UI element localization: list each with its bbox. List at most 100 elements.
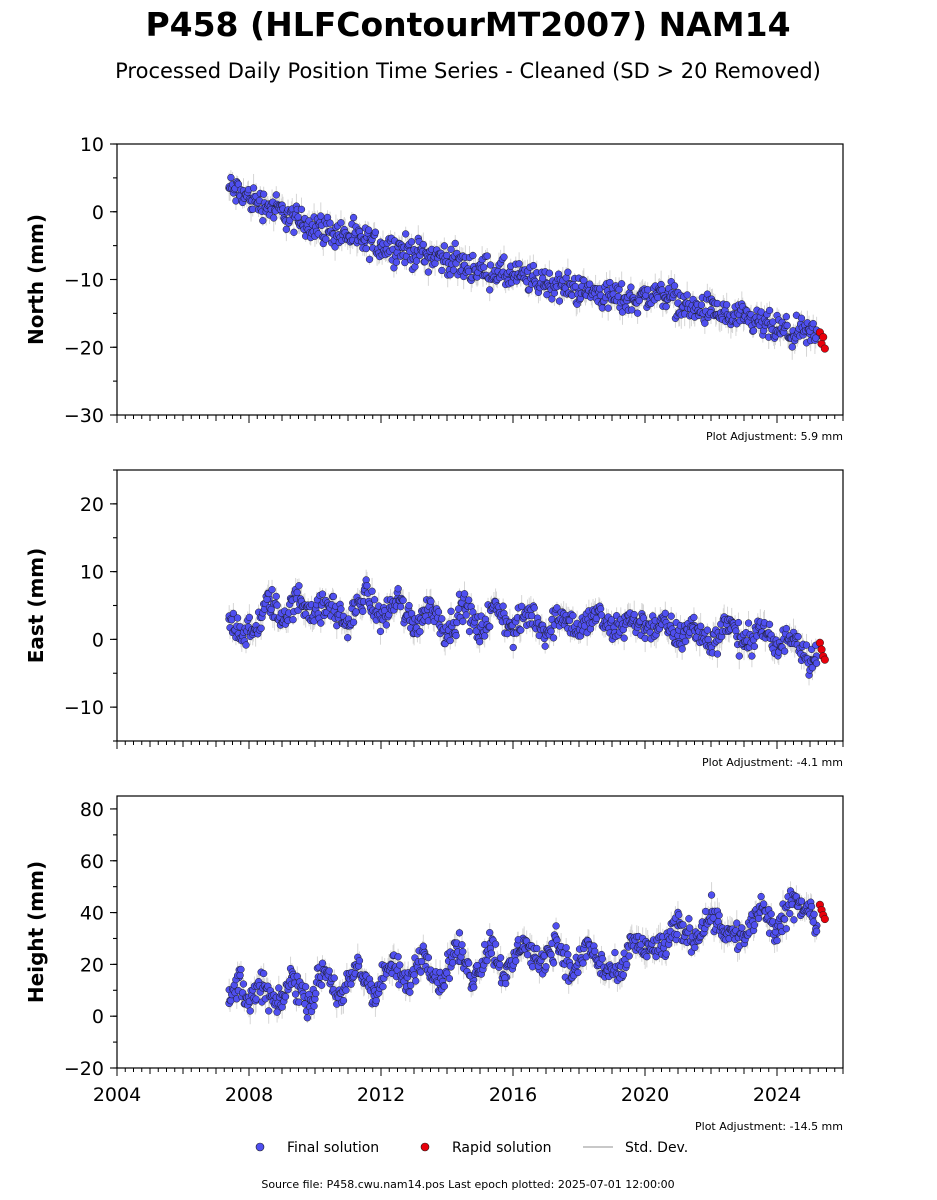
final-point [257, 624, 265, 632]
rapid-point [817, 645, 826, 654]
final-point [318, 959, 327, 967]
final-point [331, 243, 339, 251]
final-point [481, 632, 489, 640]
final-point [735, 652, 743, 660]
final-point [667, 612, 675, 620]
rapid-point [820, 344, 829, 353]
final-point [347, 980, 355, 988]
final-point [619, 971, 627, 979]
final-point [628, 306, 636, 314]
legend: Final solution Rapid solution Std. Dev. [255, 1140, 688, 1156]
final-point [402, 230, 410, 238]
rapid-point [820, 655, 829, 664]
plot-adjustment-north: Plot Adjustment: 5.9 mm [706, 430, 843, 443]
final-point [542, 963, 550, 971]
y-tick-label: −10 [64, 270, 104, 292]
figure-title: P458 (HLFContourMT2007) NAM14 [145, 5, 790, 44]
std-dev-bars-north [228, 170, 818, 360]
x-tick-label: 2016 [489, 1084, 537, 1106]
final-point [679, 921, 687, 929]
y-ticks-north [110, 143, 117, 416]
final-point [446, 636, 454, 645]
y-axis-label-north: North (mm) [24, 214, 48, 345]
x-tick-label: 2008 [225, 1084, 273, 1106]
final-point [394, 585, 402, 593]
final-point [337, 605, 345, 613]
final-point [465, 959, 473, 967]
final-point [782, 925, 790, 933]
final-point [623, 960, 631, 969]
final-point [748, 652, 756, 660]
final-point [229, 609, 238, 618]
final-point [625, 952, 633, 960]
final-point [365, 226, 373, 234]
final-point [491, 940, 500, 948]
final-point [555, 297, 564, 305]
final-point [310, 1002, 318, 1010]
final-point [370, 596, 379, 604]
final-point [379, 982, 387, 991]
final-point [440, 982, 448, 990]
final-point [399, 596, 407, 604]
final-point [541, 642, 549, 650]
final-point [500, 253, 508, 261]
final-point [812, 334, 820, 342]
y-tick-label: 20 [80, 494, 104, 516]
final-point [713, 650, 722, 658]
y-axis-label-height: Height (mm) [24, 861, 48, 1003]
final-points-east [225, 576, 821, 679]
final-point [754, 914, 763, 923]
final-point [704, 635, 712, 644]
final-point [293, 588, 301, 597]
final-point [597, 611, 606, 619]
final-point [407, 981, 415, 990]
final-point [773, 936, 781, 945]
final-point [451, 239, 459, 248]
final-point [452, 631, 460, 640]
source-note: Source file: P458.cwu.nam14.pos Last epo… [261, 1178, 674, 1191]
y-tick-label: 0 [92, 1006, 104, 1028]
final-point [272, 191, 280, 199]
axes-frame-north [116, 143, 844, 416]
final-point [349, 618, 358, 626]
final-point [591, 947, 599, 956]
final-point [533, 944, 541, 953]
final-point [767, 910, 775, 918]
final-point [569, 612, 577, 620]
final-point [405, 601, 413, 610]
axes-frame-east [116, 469, 844, 742]
x-tick-label: 2020 [621, 1084, 669, 1106]
final-point [419, 240, 427, 249]
panel-height: 80 60 40 20 0 −20 2004 2008 2012 2016 2020 2024 Heig… [24, 795, 844, 1133]
final-point [349, 213, 358, 222]
final-point [427, 597, 435, 605]
x-tick-label: 2012 [357, 1084, 405, 1106]
final-point [802, 641, 811, 649]
final-point [322, 235, 330, 243]
final-point [529, 261, 538, 270]
final-point [499, 602, 507, 610]
final-point [440, 242, 448, 250]
final-point [406, 988, 414, 996]
rapid-point [820, 914, 829, 924]
final-point [512, 957, 520, 965]
final-point [392, 258, 401, 266]
rapid-point [815, 638, 824, 647]
final-point [797, 897, 806, 905]
final-point [326, 219, 334, 227]
final-point [486, 261, 495, 269]
final-point [295, 582, 303, 590]
final-point [690, 613, 698, 622]
plot-adjustment-height: Plot Adjustment: -14.5 mm [695, 1120, 843, 1133]
final-point [342, 986, 350, 994]
final-point [790, 916, 798, 924]
final-point [738, 924, 746, 932]
final-point [703, 626, 712, 634]
final-point [365, 255, 374, 264]
final-point [469, 251, 477, 260]
x-tick-label: 2024 [753, 1084, 801, 1106]
final-point [424, 953, 433, 962]
final-point [317, 981, 326, 989]
final-point [783, 321, 791, 330]
